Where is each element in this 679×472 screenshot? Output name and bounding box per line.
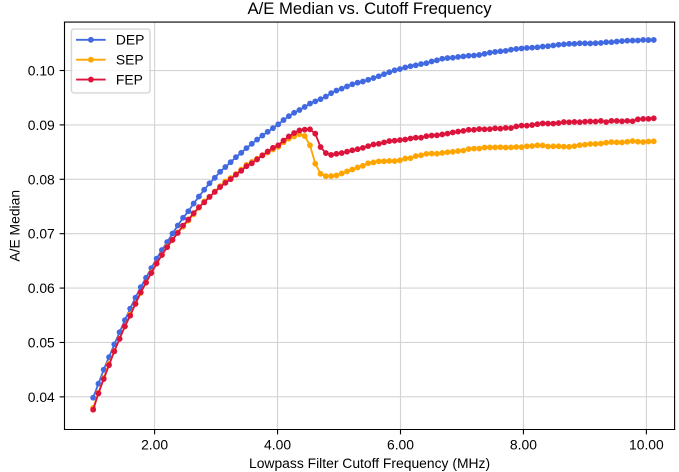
svg-text:8.00: 8.00 [510,436,537,452]
svg-text:4.00: 4.00 [264,436,291,452]
svg-text:0.08: 0.08 [28,171,55,187]
svg-text:0.04: 0.04 [28,389,55,405]
svg-text:FEP: FEP [116,71,143,87]
svg-text:Lowpass Filter Cutoff Frequenc: Lowpass Filter Cutoff Frequency (MHz) [249,455,490,471]
svg-text:DEP: DEP [116,32,145,48]
svg-text:A/E Median vs. Cutoff Frequenc: A/E Median vs. Cutoff Frequency [247,0,492,18]
svg-text:0.05: 0.05 [28,335,55,351]
svg-text:A/E Median: A/E Median [6,190,22,262]
svg-text:10.00: 10.00 [629,436,664,452]
svg-text:SEP: SEP [116,52,144,68]
svg-text:0.07: 0.07 [28,226,55,242]
svg-text:6.00: 6.00 [387,436,414,452]
svg-text:0.09: 0.09 [28,117,55,133]
svg-text:2.00: 2.00 [141,436,168,452]
svg-text:0.10: 0.10 [28,63,55,79]
svg-text:0.06: 0.06 [28,280,55,296]
